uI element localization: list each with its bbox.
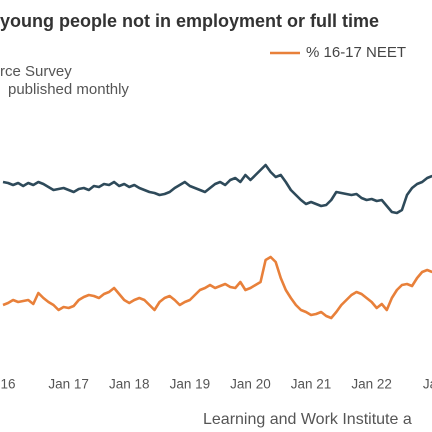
x-tick-label: Jan 21 bbox=[291, 377, 332, 392]
subtitle: published monthly bbox=[8, 81, 129, 98]
x-tick-label: Jar bbox=[423, 377, 432, 392]
series-line bbox=[2, 163, 432, 215]
x-tick-label: Jan 18 bbox=[109, 377, 150, 392]
x-tick-label: Jan 22 bbox=[351, 377, 392, 392]
subtitle: rce Survey bbox=[0, 63, 72, 80]
series-line bbox=[2, 255, 432, 320]
chart-title: young people not in employment or full t… bbox=[0, 11, 379, 31]
x-tick-label: Jan 19 bbox=[170, 377, 211, 392]
x-tick-label: Jan 20 bbox=[230, 377, 271, 392]
legend-label: % 16-17 NEET bbox=[306, 44, 406, 61]
source: Learning and Work Institute a bbox=[203, 411, 412, 428]
x-tick-label: Jan 17 bbox=[48, 377, 89, 392]
x-tick-label: 16 bbox=[1, 377, 16, 392]
